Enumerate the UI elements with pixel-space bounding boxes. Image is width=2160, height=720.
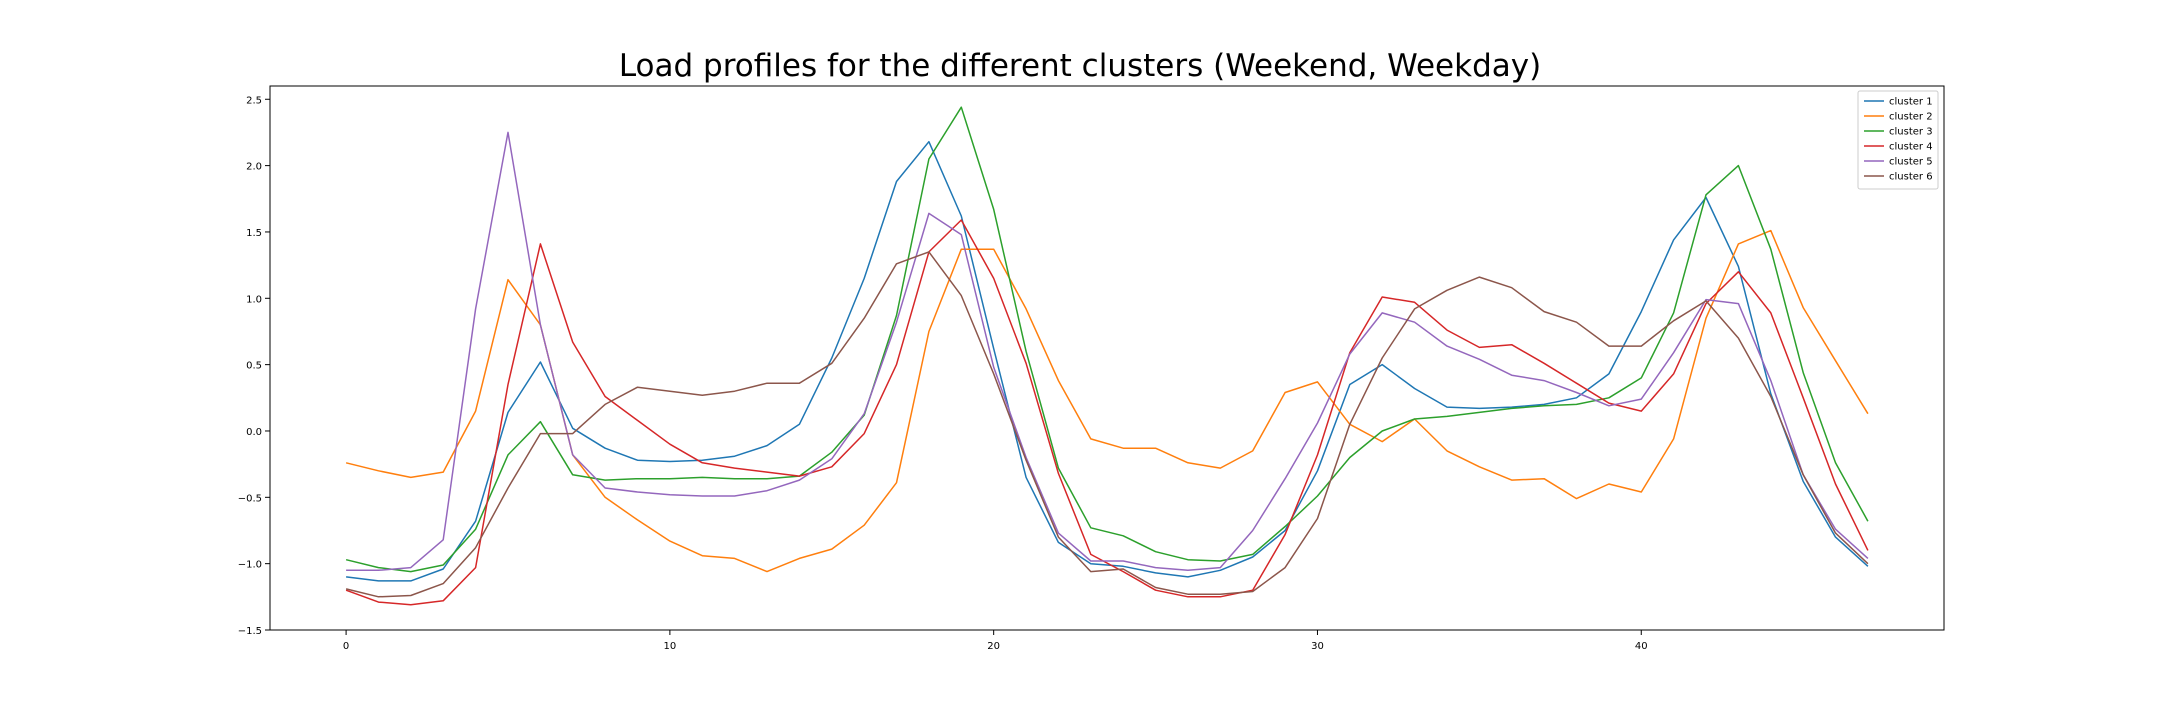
y-tick-label: 1.5 [246, 228, 262, 239]
chart-title: Load profiles for the different clusters… [618, 48, 1542, 84]
y-tick-label: −1.5 [238, 626, 262, 637]
legend-label-cluster-4: cluster 4 [1889, 142, 1933, 153]
legend-label-cluster-1: cluster 1 [1889, 97, 1933, 108]
y-tick-label: −0.5 [238, 493, 262, 504]
y-tick-label: −1.0 [238, 560, 262, 571]
series-line-cluster-3 [345, 106, 1869, 573]
series-line-cluster-5 [346, 131, 1869, 572]
legend-label-cluster-3: cluster 3 [1889, 127, 1933, 138]
x-tick-label: 0 [343, 641, 349, 652]
y-tick-label: 2.5 [246, 95, 262, 106]
legend-label-cluster-2: cluster 2 [1889, 112, 1933, 123]
x-tick-label: 10 [664, 641, 677, 652]
series-line-cluster-6 [345, 251, 1869, 598]
y-tick-label: 0.0 [246, 427, 262, 438]
series-line-cluster-2 [345, 229, 1869, 573]
legend-label-cluster-5: cluster 5 [1889, 157, 1933, 168]
y-tick-label: 0.5 [246, 361, 262, 372]
plot-frame [269, 85, 1945, 631]
legend-label-cluster-6: cluster 6 [1889, 172, 1933, 183]
x-tick-label: 40 [1635, 641, 1648, 652]
series-line-cluster-1 [346, 140, 1869, 582]
series-line-cluster-4 [345, 219, 1869, 606]
x-tick-label: 30 [1311, 641, 1324, 652]
y-tick-label: 1.0 [246, 294, 262, 305]
y-tick-label: 2.0 [246, 162, 262, 173]
x-tick-label: 20 [987, 641, 1000, 652]
